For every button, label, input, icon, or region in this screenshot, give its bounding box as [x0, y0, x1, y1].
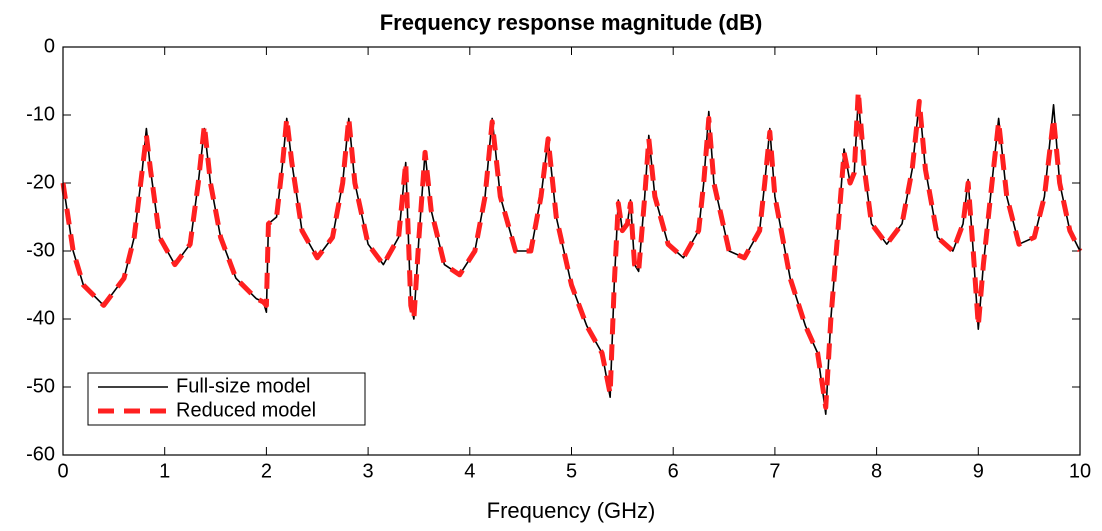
x-tick-label: 6	[668, 460, 679, 482]
y-tick-label: -10	[26, 103, 55, 125]
chart-title: Frequency response magnitude (dB)	[380, 10, 763, 35]
x-axis-label: Frequency (GHz)	[487, 498, 656, 523]
x-tick-label: 5	[566, 460, 577, 482]
legend-label: Full-size model	[176, 375, 310, 397]
x-tick-label: 8	[871, 460, 882, 482]
x-tick-label: 0	[57, 460, 68, 482]
series-line	[60, 88, 1083, 410]
plot-frame	[62, 46, 1081, 456]
y-tick-label: 0	[44, 35, 55, 57]
x-tick-label: 7	[769, 460, 780, 482]
legend-box	[87, 372, 366, 426]
y-tick-label: -40	[26, 307, 55, 329]
y-tick-label: -60	[26, 443, 55, 465]
x-tick-label: 3	[363, 460, 374, 482]
y-tick-label: -50	[26, 375, 55, 397]
legend-label: Reduced model	[176, 399, 316, 421]
x-tick-label: 9	[973, 460, 984, 482]
x-tick-label: 4	[464, 460, 475, 482]
x-tick-label: 10	[1069, 460, 1091, 482]
x-tick-label: 1	[159, 460, 170, 482]
y-tick-label: -30	[26, 239, 55, 261]
y-tick-label: -20	[26, 171, 55, 193]
x-tick-label: 2	[261, 460, 272, 482]
